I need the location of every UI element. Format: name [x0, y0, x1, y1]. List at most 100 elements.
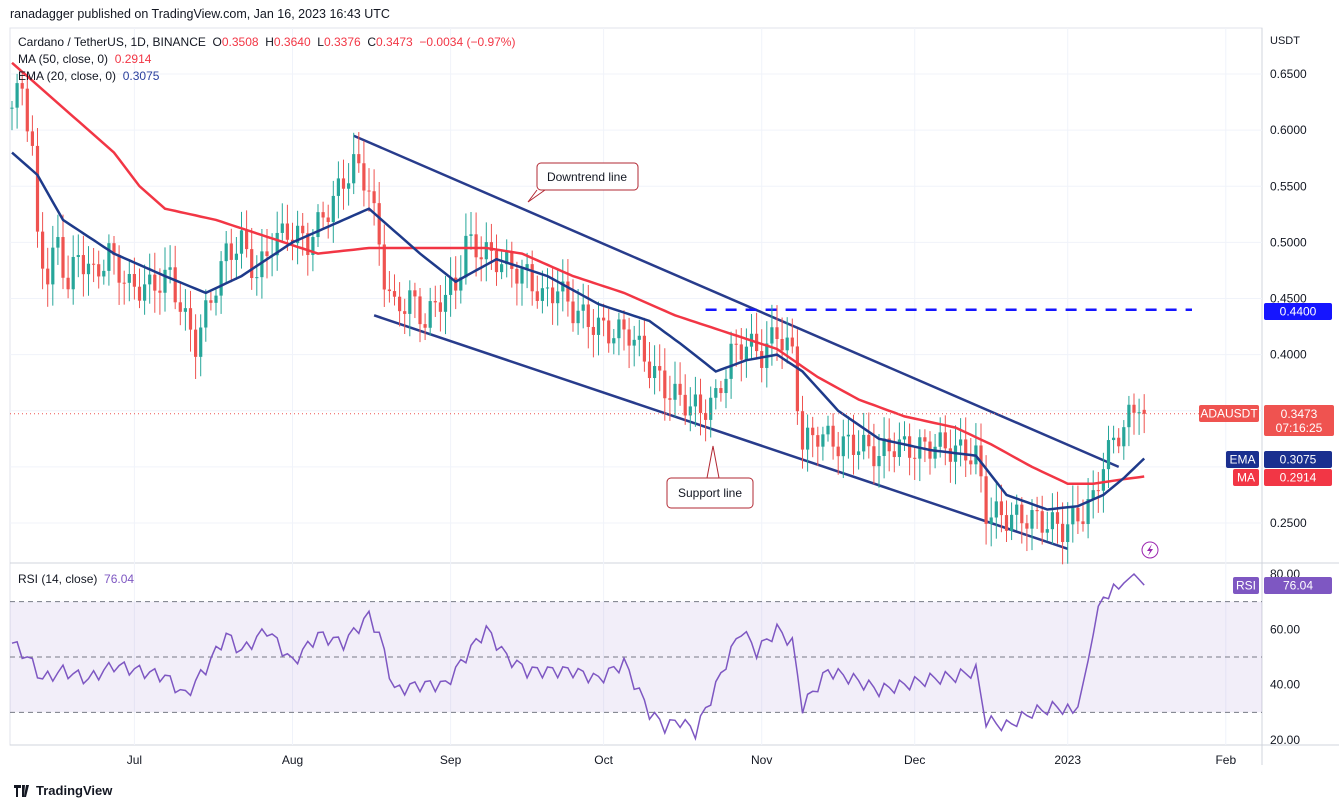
time-tick-label: Oct — [594, 753, 613, 767]
candle-body — [551, 287, 555, 304]
candle-body — [163, 269, 167, 293]
time-tick-label: Nov — [751, 753, 772, 767]
candle-body — [306, 233, 310, 255]
candle-body — [964, 439, 968, 461]
candle-body — [107, 243, 111, 271]
candle-body — [331, 195, 335, 223]
level-price-label: 0.4400 — [1280, 305, 1317, 319]
candle-body — [1127, 404, 1131, 428]
ma50-line — [11, 61, 1145, 485]
candle-body — [438, 302, 442, 312]
ema-legend[interactable]: EMA (20, close, 0) 0.3075 — [18, 69, 159, 83]
ma-legend[interactable]: MA (50, close, 0) 0.2914 — [18, 52, 151, 66]
candle-body — [566, 281, 570, 302]
candle-body — [112, 243, 116, 255]
last-price-box — [1264, 405, 1334, 436]
candle-body — [571, 301, 575, 324]
candle-body — [1086, 499, 1090, 525]
candle-body — [81, 255, 85, 275]
candle-body — [301, 225, 305, 234]
candle-body — [780, 338, 784, 351]
open-value: 0.3508 — [221, 35, 259, 49]
candle-body — [102, 270, 106, 277]
candle-body — [433, 301, 437, 303]
candle-body — [489, 242, 493, 251]
candle-body — [520, 268, 524, 284]
candle-body — [836, 446, 840, 457]
rsi-legend[interactable]: RSI (14, close) 76.04 — [18, 572, 134, 586]
candle-body — [969, 460, 973, 465]
candle-body — [229, 243, 233, 260]
candle-body — [999, 501, 1003, 516]
symbol-legend: Cardano / TetherUS, 1D, BINANCE O0.3508 … — [18, 35, 515, 49]
candle-body — [714, 388, 718, 398]
candle-body — [188, 308, 193, 330]
candle-body — [35, 145, 40, 232]
ema-label: EMA (20, close, 0) — [18, 69, 117, 83]
ema-tag: EMA — [1229, 453, 1255, 467]
candle-body — [1091, 490, 1095, 500]
candle-body — [66, 277, 70, 290]
price-tick-label: 0.5000 — [1270, 235, 1307, 249]
candle-body — [204, 300, 208, 328]
close-value: 0.3473 — [376, 35, 413, 49]
candle-body — [984, 476, 988, 524]
candle-body — [1025, 523, 1029, 529]
candle-body — [357, 154, 361, 164]
rsi-tick-label: 40.00 — [1270, 678, 1300, 692]
candle-body — [576, 310, 580, 324]
candle-body — [137, 286, 142, 301]
price-tick-label: 0.2500 — [1270, 516, 1307, 530]
candle-body — [1035, 510, 1039, 512]
candle-body — [846, 434, 850, 437]
candle-body — [178, 302, 182, 312]
candle-body — [255, 277, 259, 279]
candle-body — [219, 261, 223, 296]
rsi-tick-label: 60.00 — [1270, 622, 1300, 636]
candle-body — [56, 237, 60, 248]
time-tick-label: 2023 — [1054, 753, 1081, 767]
candle-body — [168, 267, 172, 270]
candle-body — [474, 234, 478, 258]
candle-body — [892, 451, 896, 458]
candle-body — [143, 284, 147, 301]
price-tick-label: 0.4500 — [1270, 292, 1307, 306]
candle-body — [454, 277, 458, 291]
candle-body — [280, 223, 284, 233]
symbol-tag: ADAUSDT — [1200, 407, 1258, 421]
candle-body — [153, 274, 157, 291]
candle-body — [71, 256, 75, 290]
candle-body — [51, 247, 55, 285]
candle-body — [826, 425, 830, 435]
candle-body — [1096, 490, 1100, 492]
candle-body — [734, 343, 738, 345]
candle-body — [1122, 427, 1126, 447]
candle-body — [545, 287, 550, 289]
candle-body — [841, 436, 845, 457]
candle-body — [785, 337, 789, 351]
candle-body — [403, 311, 407, 314]
candle-body — [239, 230, 244, 254]
last-price-label: 0.3473 — [1281, 407, 1318, 421]
tradingview-logo[interactable]: TradingView — [14, 783, 112, 798]
candle-body — [505, 251, 509, 265]
support-callout — [666, 477, 754, 509]
candle-body — [500, 264, 504, 273]
candle-body — [1045, 529, 1049, 533]
candle-body — [632, 339, 636, 346]
candle-body — [872, 446, 876, 467]
candle-body — [811, 427, 815, 436]
candle-body — [653, 366, 657, 379]
candle-body — [209, 300, 213, 303]
candle-body — [1040, 511, 1044, 533]
publish-header: ranadagger published on TradingView.com,… — [10, 7, 390, 21]
candle-body — [923, 437, 927, 442]
downtrend-callout — [536, 162, 639, 191]
candle-body — [464, 235, 468, 278]
candle-body — [341, 178, 346, 189]
candle-body — [729, 343, 733, 379]
candle-body — [637, 335, 641, 340]
candle-body — [321, 212, 325, 218]
candle-body — [913, 457, 917, 459]
